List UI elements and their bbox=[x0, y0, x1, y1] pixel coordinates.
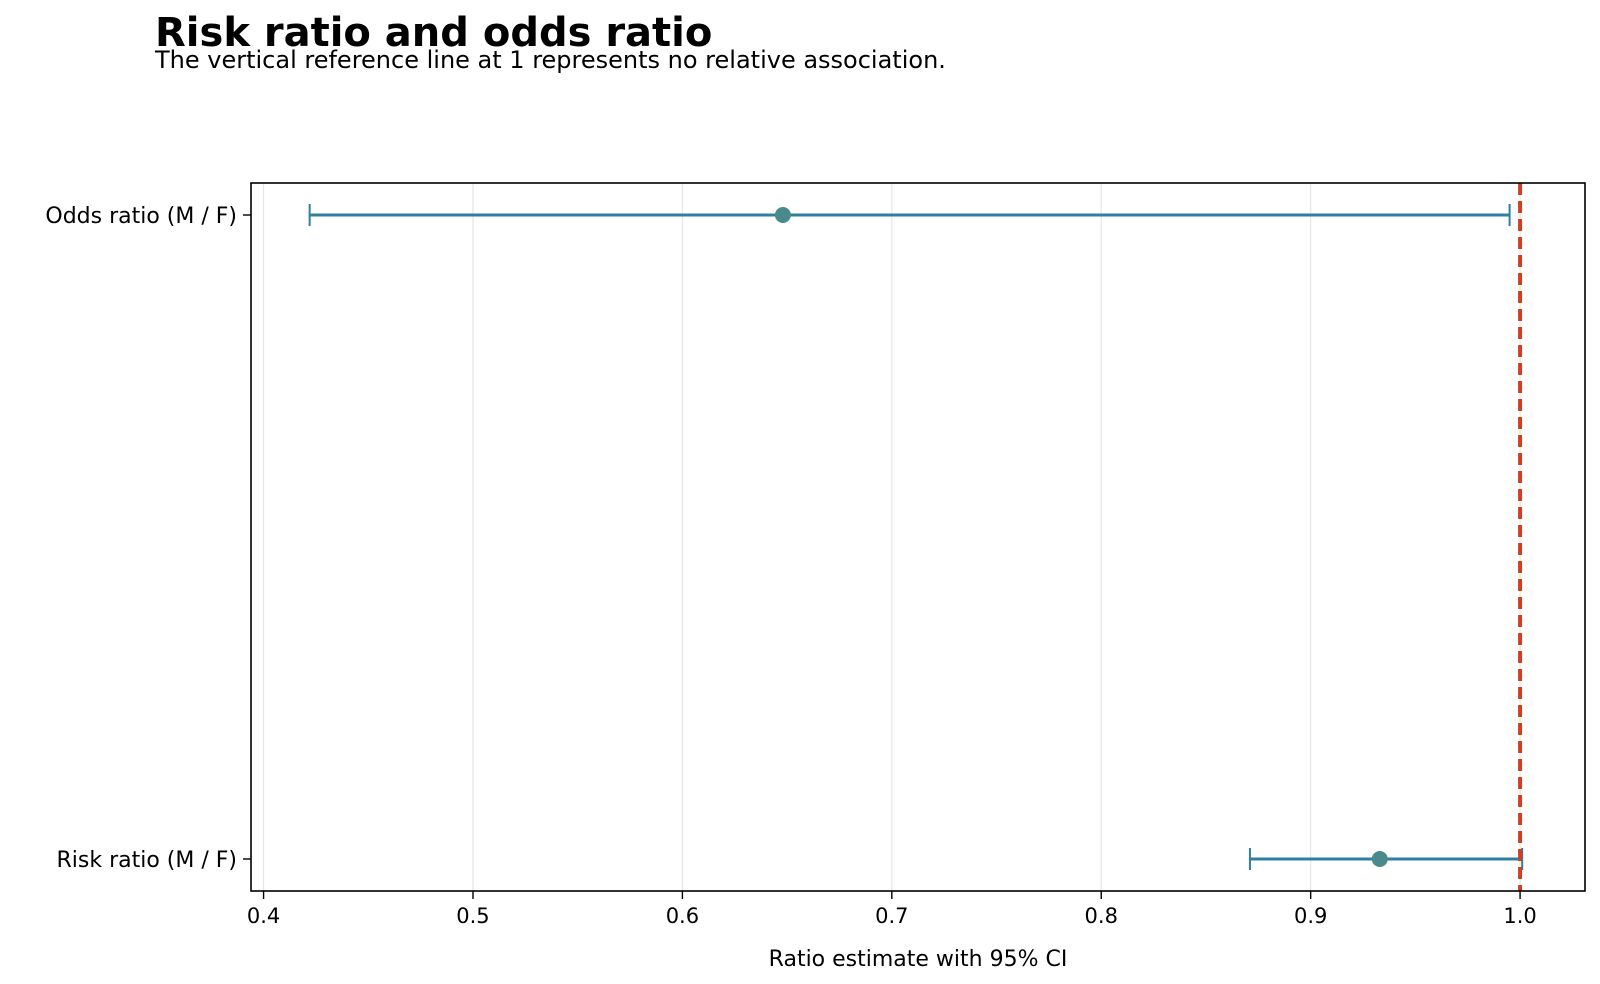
x-tick-label: 1.0 bbox=[1503, 904, 1536, 928]
point-estimate bbox=[1371, 851, 1388, 867]
x-tick-label: 0.4 bbox=[247, 904, 280, 928]
x-tick-label: 0.5 bbox=[456, 904, 489, 928]
x-tick-label: 0.6 bbox=[666, 904, 699, 928]
chart-subtitle: The vertical reference line at 1 represe… bbox=[155, 46, 946, 74]
x-tick-label: 0.7 bbox=[875, 904, 908, 928]
axis-layer: 0.4 0.5 0.6 0.7 0.8 0.9 1.0 Odds ratio (M / F) R… bbox=[45, 204, 1536, 928]
point-estimate bbox=[774, 207, 791, 223]
plot-frame bbox=[250, 182, 1586, 892]
marks-layer bbox=[308, 204, 1524, 870]
chart-title: Risk ratio and odds ratio bbox=[155, 10, 713, 56]
x-tick-label: 0.8 bbox=[1085, 904, 1118, 928]
x-axis-label: Ratio estimate with 95% CI bbox=[769, 947, 1068, 972]
x-tick-label: 0.9 bbox=[1294, 904, 1327, 928]
grid-layer bbox=[262, 183, 1521, 891]
y-tick-label: Odds ratio (M / F) bbox=[45, 204, 237, 229]
y-tick-label: Risk ratio (M / F) bbox=[56, 848, 237, 873]
